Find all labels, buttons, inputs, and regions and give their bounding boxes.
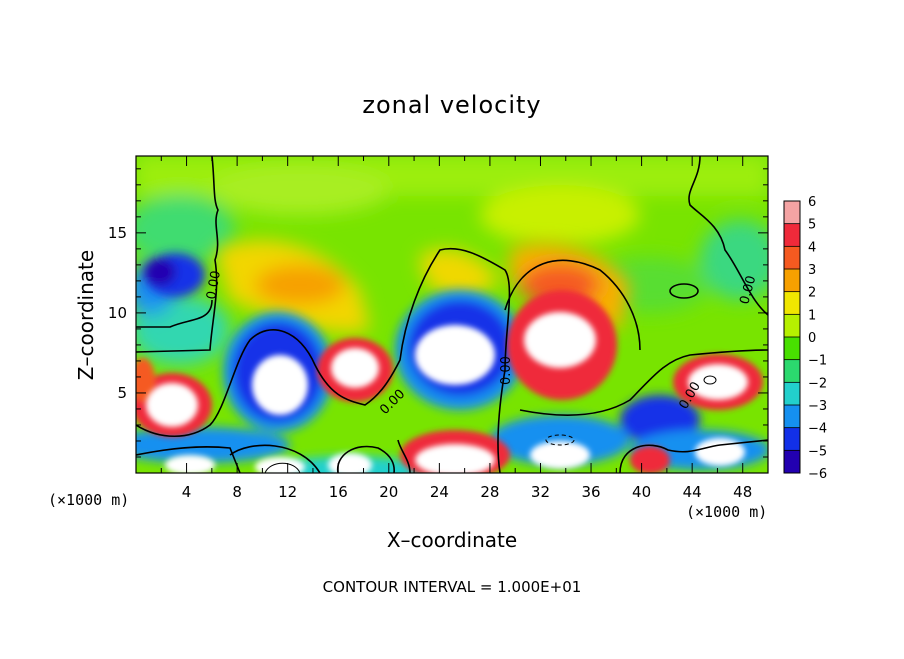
colorbar-label: −3 (808, 399, 827, 414)
colorbar-swatch (784, 450, 800, 473)
colorbar-swatch (784, 201, 800, 224)
colorbar-label: 0 (808, 331, 816, 346)
plot-frame (135, 155, 769, 474)
y-tick-label: 10 (108, 304, 127, 322)
colorbar-label: −5 (808, 444, 827, 459)
colorbar-label: 5 (808, 218, 816, 233)
y-axis-label: Z–coordinate (74, 250, 98, 380)
colorbar-label: 2 (808, 286, 816, 301)
colorbar-swatch (784, 246, 800, 269)
y-tick-label: 15 (108, 224, 127, 242)
x-tick-label: 24 (430, 483, 449, 501)
x-tick-label: 4 (182, 483, 192, 501)
chart-title: zonal velocity (362, 91, 541, 119)
x-tick-label: 20 (379, 483, 398, 501)
colorbar: 6 5 4 3 2 1 0 −1 −2 −3 −4 −5 −6 (783, 195, 827, 482)
colorbar-label: −6 (808, 467, 827, 482)
colorbar-label: 3 (808, 263, 816, 278)
colorbar-swatch (784, 314, 800, 337)
contour-interval-note: CONTOUR INTERVAL = 1.000E+01 (323, 578, 582, 596)
x-tick-label: 32 (531, 483, 550, 501)
colorbar-swatch (784, 269, 800, 292)
colorbar-label: −1 (808, 354, 827, 369)
zero-contours (136, 156, 768, 473)
colorbar-swatch (784, 291, 800, 315)
x-tick-label: 44 (683, 483, 702, 501)
contour-label: 0.00 (737, 274, 759, 306)
colorbar-swatch (784, 359, 800, 383)
colorbar-swatch (784, 427, 800, 451)
x-tick-label: 8 (232, 483, 242, 501)
x-tick-label: 40 (632, 483, 651, 501)
x-tick-label: 12 (278, 483, 297, 501)
x-tick-label: 16 (329, 483, 348, 501)
x-axis-label: X–coordinate (387, 528, 517, 552)
contour-label: 0.00 (204, 270, 224, 301)
x-unit-right: (×1000 m) (686, 503, 767, 521)
x-tick-label: 28 (480, 483, 499, 501)
x-tick-label: 48 (733, 483, 752, 501)
x-unit-left: (×1000 m) (48, 491, 129, 509)
colorbar-label: 4 (808, 240, 816, 255)
x-tick-label: 36 (581, 483, 600, 501)
colorbar-swatch (784, 405, 800, 428)
heatmap-field: 0.00 0.00 0.00 0.00 0.00 (136, 156, 768, 473)
y-tick-label: 5 (117, 384, 127, 402)
colorbar-swatch (784, 382, 800, 405)
colorbar-label: −4 (808, 422, 827, 437)
colorbar-label: −2 (808, 376, 827, 391)
colorbar-swatch (784, 337, 800, 360)
colorbar-label: 6 (808, 195, 816, 210)
contour-label: 0.00 (499, 356, 514, 385)
colorbar-swatch (784, 223, 800, 247)
colorbar-label: 1 (808, 308, 816, 323)
